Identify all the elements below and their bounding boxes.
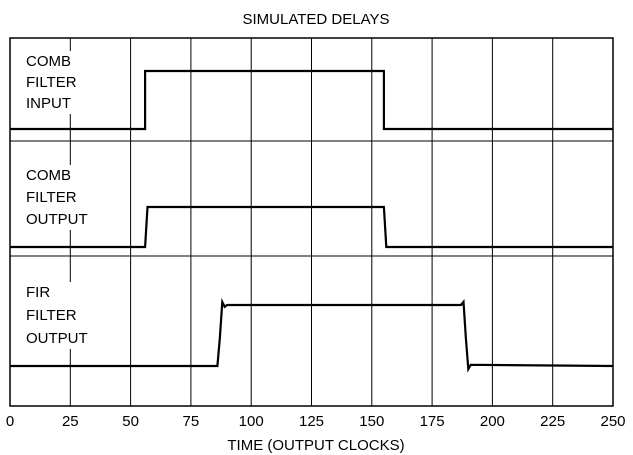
x-tick-25: 25 <box>62 413 79 430</box>
x-axis-label: TIME (OUTPUT CLOCKS) <box>227 437 404 454</box>
series-line-3 <box>10 297 614 373</box>
series-label-1-line-2: FILTER <box>26 74 77 91</box>
series-label-2-line-3: OUTPUT <box>26 211 88 228</box>
x-tick-200: 200 <box>480 413 505 430</box>
x-tick-150: 150 <box>359 413 384 430</box>
traces <box>10 69 614 373</box>
x-tick-0: 0 <box>6 413 14 430</box>
x-tick-75: 75 <box>183 413 200 430</box>
plot-frame <box>9 37 614 407</box>
x-tick-100: 100 <box>239 413 264 430</box>
x-tick-labels: 0 25 50 75 100 125 150 175 200 225 250 <box>6 413 626 430</box>
series-label-bg-2 <box>22 165 104 230</box>
series-line-2 <box>10 205 613 249</box>
x-tick-250: 250 <box>600 413 625 430</box>
series-label-3-line-3: OUTPUT <box>26 330 88 347</box>
series-label-1-line-1: COMB <box>26 53 71 70</box>
series-label-bg-1 <box>22 51 104 114</box>
series-label-3-line-1: FIR <box>26 284 50 301</box>
x-tick-50: 50 <box>122 413 139 430</box>
x-tick-175: 175 <box>420 413 445 430</box>
series-label-3-line-2: FILTER <box>26 307 77 324</box>
chart-title: SIMULATED DELAYS <box>243 11 390 28</box>
series-label-1-line-3: INPUT <box>26 95 71 112</box>
series-labels: COMB FILTER INPUT COMB FILTER OUTPUT FIR FILTER… <box>22 51 104 349</box>
series-label-2-line-2: FILTER <box>26 189 77 206</box>
series-line-1 <box>10 69 613 131</box>
series-label-2-line-1: COMB <box>26 167 71 184</box>
series-label-bg-3 <box>22 282 104 349</box>
x-tick-125: 125 <box>299 413 324 430</box>
grid <box>10 38 613 406</box>
x-tick-225: 225 <box>540 413 565 430</box>
